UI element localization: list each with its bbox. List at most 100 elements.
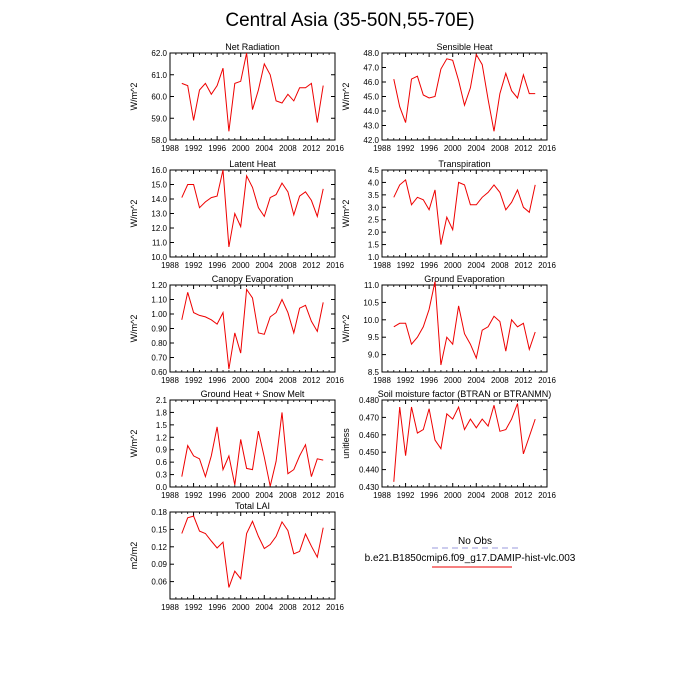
- panel-title: Soil moisture factor (BTRAN or BTRANMN): [378, 389, 552, 399]
- y-tick-label: 48.0: [363, 49, 379, 58]
- y-tick-label: 0.480: [359, 396, 380, 405]
- x-tick-label: 2004: [467, 376, 485, 385]
- x-tick-label: 2008: [491, 261, 509, 270]
- chart-panel: Soil moisture factor (BTRAN or BTRANMN) 1…: [341, 389, 556, 500]
- x-tick-label: 2012: [303, 144, 321, 153]
- y-axis-label: m2/m2: [129, 542, 139, 570]
- y-tick-label: 58.0: [151, 136, 167, 145]
- y-tick-label: 9.5: [368, 333, 380, 342]
- series-line: [393, 403, 536, 482]
- x-tick-label: 1988: [373, 376, 391, 385]
- chart-panel: Transpiration 1988 1992 1996 2000 2004 2008 201…: [341, 159, 556, 270]
- y-tick-label: 59.0: [151, 114, 167, 123]
- y-tick-label: 12.0: [151, 224, 167, 233]
- x-tick-label: 1992: [185, 144, 203, 153]
- panel-title: Ground Evaporation: [424, 274, 505, 284]
- x-tick-label: 1992: [397, 261, 415, 270]
- y-tick-label: 8.5: [368, 368, 380, 377]
- y-tick-label: 46.0: [363, 78, 379, 87]
- y-tick-label: 10.0: [151, 253, 167, 262]
- x-tick-label: 2004: [255, 491, 273, 500]
- y-tick-label: 3.5: [368, 191, 380, 200]
- plot-frame: [169, 511, 336, 600]
- x-tick-label: 1988: [373, 261, 391, 270]
- x-tick-label: 2004: [467, 261, 485, 270]
- x-tick-label: 2012: [303, 376, 321, 385]
- x-tick-label: 2016: [326, 491, 344, 500]
- y-axis-label: W/m^2: [341, 315, 351, 343]
- x-tick-label: 2008: [279, 603, 297, 612]
- x-tick-label: 2008: [279, 261, 297, 270]
- x-tick-label: 2000: [444, 261, 462, 270]
- x-tick-label: 1992: [185, 261, 203, 270]
- y-tick-label: 0.12: [151, 543, 167, 552]
- plot-frame: [169, 52, 336, 141]
- y-tick-label: 0.06: [151, 578, 167, 587]
- x-tick-label: 1996: [208, 603, 226, 612]
- y-tick-label: 0.09: [151, 560, 167, 569]
- y-tick-label: 0.470: [359, 413, 380, 422]
- y-tick-label: 0.60: [151, 368, 167, 377]
- chart-panel: Ground Evaporation 1988 1992 1996 2000 2004 20…: [341, 274, 556, 385]
- x-tick-label: 1988: [161, 376, 179, 385]
- y-axis-label: W/m^2: [129, 430, 139, 458]
- legend-model-label: b.e21.B1850cmip6.f09_g17.DAMIP-hist-vlc.…: [365, 553, 576, 564]
- y-tick-label: 0.3: [156, 471, 168, 480]
- plot-frame: [169, 169, 336, 258]
- y-axis-label: W/m^2: [341, 200, 351, 228]
- y-tick-label: 4.0: [368, 178, 380, 187]
- x-tick-label: 1992: [185, 491, 203, 500]
- chart-panel: Total LAI 1988 1992 1996 2000 2004 2008 2012 201…: [129, 501, 344, 612]
- y-tick-label: 9.0: [368, 351, 380, 360]
- x-tick-label: 2008: [279, 144, 297, 153]
- x-tick-label: 2004: [255, 144, 273, 153]
- x-tick-label: 2000: [232, 261, 250, 270]
- x-tick-label: 1992: [185, 376, 203, 385]
- y-tick-label: 1.5: [156, 421, 168, 430]
- x-tick-label: 1988: [161, 491, 179, 500]
- x-tick-label: 2004: [255, 376, 273, 385]
- y-tick-label: 42.0: [363, 136, 379, 145]
- x-tick-label: 2000: [232, 144, 250, 153]
- x-tick-label: 1996: [208, 376, 226, 385]
- x-tick-label: 1996: [420, 491, 438, 500]
- chart-panel: Latent Heat 1988 1992 1996 2000 2004 2008 2012 2…: [129, 159, 344, 270]
- x-tick-label: 2012: [303, 491, 321, 500]
- y-tick-label: 1.5: [368, 241, 380, 250]
- y-tick-label: 0.70: [151, 354, 167, 363]
- panel-title: Sensible Heat: [436, 42, 493, 52]
- y-tick-label: 11.0: [364, 281, 380, 290]
- x-tick-label: 2004: [255, 261, 273, 270]
- y-tick-label: 61.0: [151, 71, 167, 80]
- y-tick-label: 14.0: [151, 195, 167, 204]
- y-tick-label: 16.0: [151, 166, 167, 175]
- x-tick-label: 2016: [538, 491, 556, 500]
- x-tick-label: 1988: [373, 144, 391, 153]
- x-tick-label: 2000: [444, 491, 462, 500]
- y-tick-label: 0.460: [359, 431, 380, 440]
- y-tick-label: 0.9: [156, 446, 168, 455]
- y-axis-label: W/m^2: [341, 83, 351, 111]
- y-tick-label: 43.0: [363, 122, 379, 131]
- y-tick-label: 47.0: [363, 64, 379, 73]
- chart-panel: Sensible Heat 1988 1992 1996 2000 2004 2008 201…: [341, 42, 556, 153]
- x-tick-label: 2012: [303, 603, 321, 612]
- x-tick-label: 1996: [208, 261, 226, 270]
- x-tick-label: 1992: [185, 603, 203, 612]
- x-tick-label: 2016: [326, 376, 344, 385]
- y-tick-label: 2.1: [156, 396, 168, 405]
- x-tick-label: 2004: [467, 491, 485, 500]
- x-tick-label: 2000: [444, 376, 462, 385]
- y-tick-label: 2.0: [368, 228, 380, 237]
- x-tick-label: 2004: [255, 603, 273, 612]
- panel-title: Latent Heat: [229, 159, 276, 169]
- chart-panel: Ground Heat + Snow Melt 1988 1992 1996 2000 2…: [129, 389, 344, 500]
- series-line: [181, 169, 324, 247]
- series-line: [393, 53, 536, 132]
- series-line: [181, 515, 324, 588]
- chart-panel: Canopy Evaporation 1988 1992 1996 2000 2004 20…: [129, 274, 344, 385]
- x-tick-label: 2016: [538, 261, 556, 270]
- panel-title: Transpiration: [438, 159, 490, 169]
- y-tick-label: 0.450: [359, 448, 380, 457]
